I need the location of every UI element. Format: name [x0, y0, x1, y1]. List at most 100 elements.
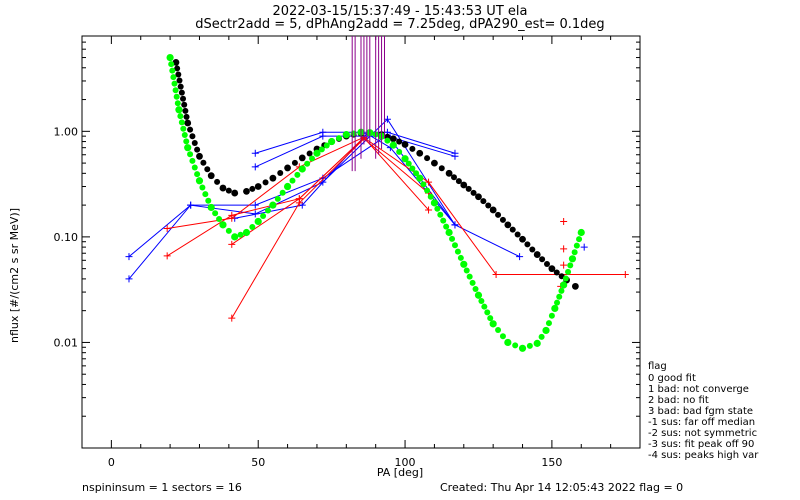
green-fit-dot: [289, 177, 296, 184]
green-fit-dot: [478, 297, 485, 304]
red-data-point: [560, 217, 568, 225]
black-fit-point: [269, 174, 277, 182]
black-fit-dot: [176, 77, 183, 84]
green-fit-point: [313, 149, 321, 157]
green-fit-dot: [171, 80, 178, 87]
green-fit-dot: [279, 189, 286, 196]
green-fit-point: [568, 255, 577, 263]
green-fit-point: [542, 326, 550, 335]
green-fit-point: [430, 199, 439, 207]
blue-data-point: [251, 201, 259, 209]
green-fit-point: [533, 339, 541, 347]
green-fit-dot: [457, 254, 464, 261]
plot-area: [125, 36, 629, 352]
black-fit-dot: [465, 185, 472, 192]
legend-item: -3 sus: fit peak off 90: [648, 439, 755, 450]
black-fit-dot: [191, 139, 198, 146]
green-fit-dot: [440, 217, 447, 224]
black-fit-dot: [455, 178, 462, 185]
green-fit-dot: [463, 267, 470, 274]
footer-spin-info: nspininsum = 1 sectors = 16: [82, 481, 242, 494]
green-fit-dot: [169, 67, 176, 74]
y-tick-label: 0.01: [54, 336, 79, 349]
black-fit-point: [231, 189, 239, 197]
blue-data-point: [319, 132, 327, 140]
green-fit-point: [207, 203, 215, 212]
black-fit-point: [504, 221, 512, 229]
black-fit-dot: [194, 146, 201, 153]
black-fit-point: [298, 154, 306, 162]
green-fit-dot: [191, 164, 198, 171]
blue-data-point: [516, 253, 524, 261]
black-fit-dot: [225, 187, 232, 194]
red-data-point: [621, 271, 629, 279]
black-fit-dot: [539, 256, 546, 263]
green-fit-dot: [249, 223, 256, 230]
green-fit-dot: [170, 74, 177, 81]
black-fit-dot: [277, 170, 284, 177]
green-fit-dot: [481, 303, 488, 310]
green-fit-dot: [495, 327, 502, 334]
green-fit-dot: [187, 151, 194, 158]
red-data-point: [228, 214, 236, 222]
green-fit-point: [298, 165, 306, 173]
black-fit-dot: [499, 216, 506, 223]
black-fit-point: [416, 149, 424, 157]
x-tick-label: 0: [108, 456, 115, 469]
black-fit-point: [489, 206, 497, 214]
black-fit-dot: [306, 150, 313, 157]
blue-data-line: [128, 118, 456, 280]
green-fit-dot: [183, 138, 190, 145]
green-fit-dot: [189, 157, 196, 164]
green-fit-dot: [318, 146, 325, 153]
legend-item: -2 sus: not symmetric: [648, 428, 758, 439]
green-fit-point: [560, 281, 568, 289]
black-fit-dot: [451, 174, 457, 181]
green-fit-dot: [350, 130, 357, 137]
blue-data-point: [251, 149, 259, 157]
black-fit-dot: [524, 241, 531, 248]
legend-item: 2 bad: no fit: [648, 395, 709, 406]
green-fit-dot: [225, 227, 232, 234]
green-fit-point: [416, 174, 424, 182]
green-fit-point: [166, 53, 174, 62]
black-fit-point: [519, 235, 526, 243]
green-fit-point: [175, 106, 183, 114]
green-fit-dot: [565, 268, 572, 275]
green-fit-dot: [396, 148, 403, 155]
green-fit-dot: [265, 207, 271, 214]
green-fit-dot: [384, 137, 391, 144]
black-fit-point: [219, 184, 227, 192]
green-fit-dot: [451, 242, 458, 249]
blue-data-point: [451, 221, 459, 229]
green-fit-point: [328, 137, 336, 146]
green-fit-point: [551, 304, 559, 313]
green-fit-dot: [205, 197, 212, 204]
red-data-point: [560, 261, 568, 269]
black-fit-dot: [438, 165, 445, 172]
black-fit-dot: [409, 145, 416, 152]
blue-data-point: [187, 201, 195, 209]
green-fit-dot: [466, 273, 473, 280]
chart-title: 2022-03-15/15:37:49 - 15:43:53 UT ela: [272, 4, 528, 19]
black-fit-dot: [177, 83, 184, 90]
footer-created: Created: Thu Apr 14 12:05:43 2022 flag =…: [440, 481, 684, 494]
green-fit-dot: [424, 187, 431, 194]
black-fit-point: [431, 159, 438, 167]
green-fit-dot: [499, 333, 506, 340]
green-fit-point: [231, 233, 239, 241]
black-fit-dot: [183, 113, 190, 120]
green-fit-dot: [174, 100, 181, 107]
green-fit-dot: [484, 309, 491, 316]
black-fit-point: [207, 172, 215, 180]
black-fit-dot: [204, 166, 211, 173]
green-fit-dot: [434, 205, 441, 212]
green-fit-dot: [194, 171, 201, 178]
green-fit-dot: [212, 210, 219, 217]
green-fit-dot: [335, 135, 342, 142]
legend-item: -1 sus: far off median: [648, 417, 756, 428]
legend-item: 1 bad: not converge: [648, 384, 749, 395]
green-fit-dot: [554, 299, 561, 306]
green-fit-dot: [409, 165, 416, 172]
